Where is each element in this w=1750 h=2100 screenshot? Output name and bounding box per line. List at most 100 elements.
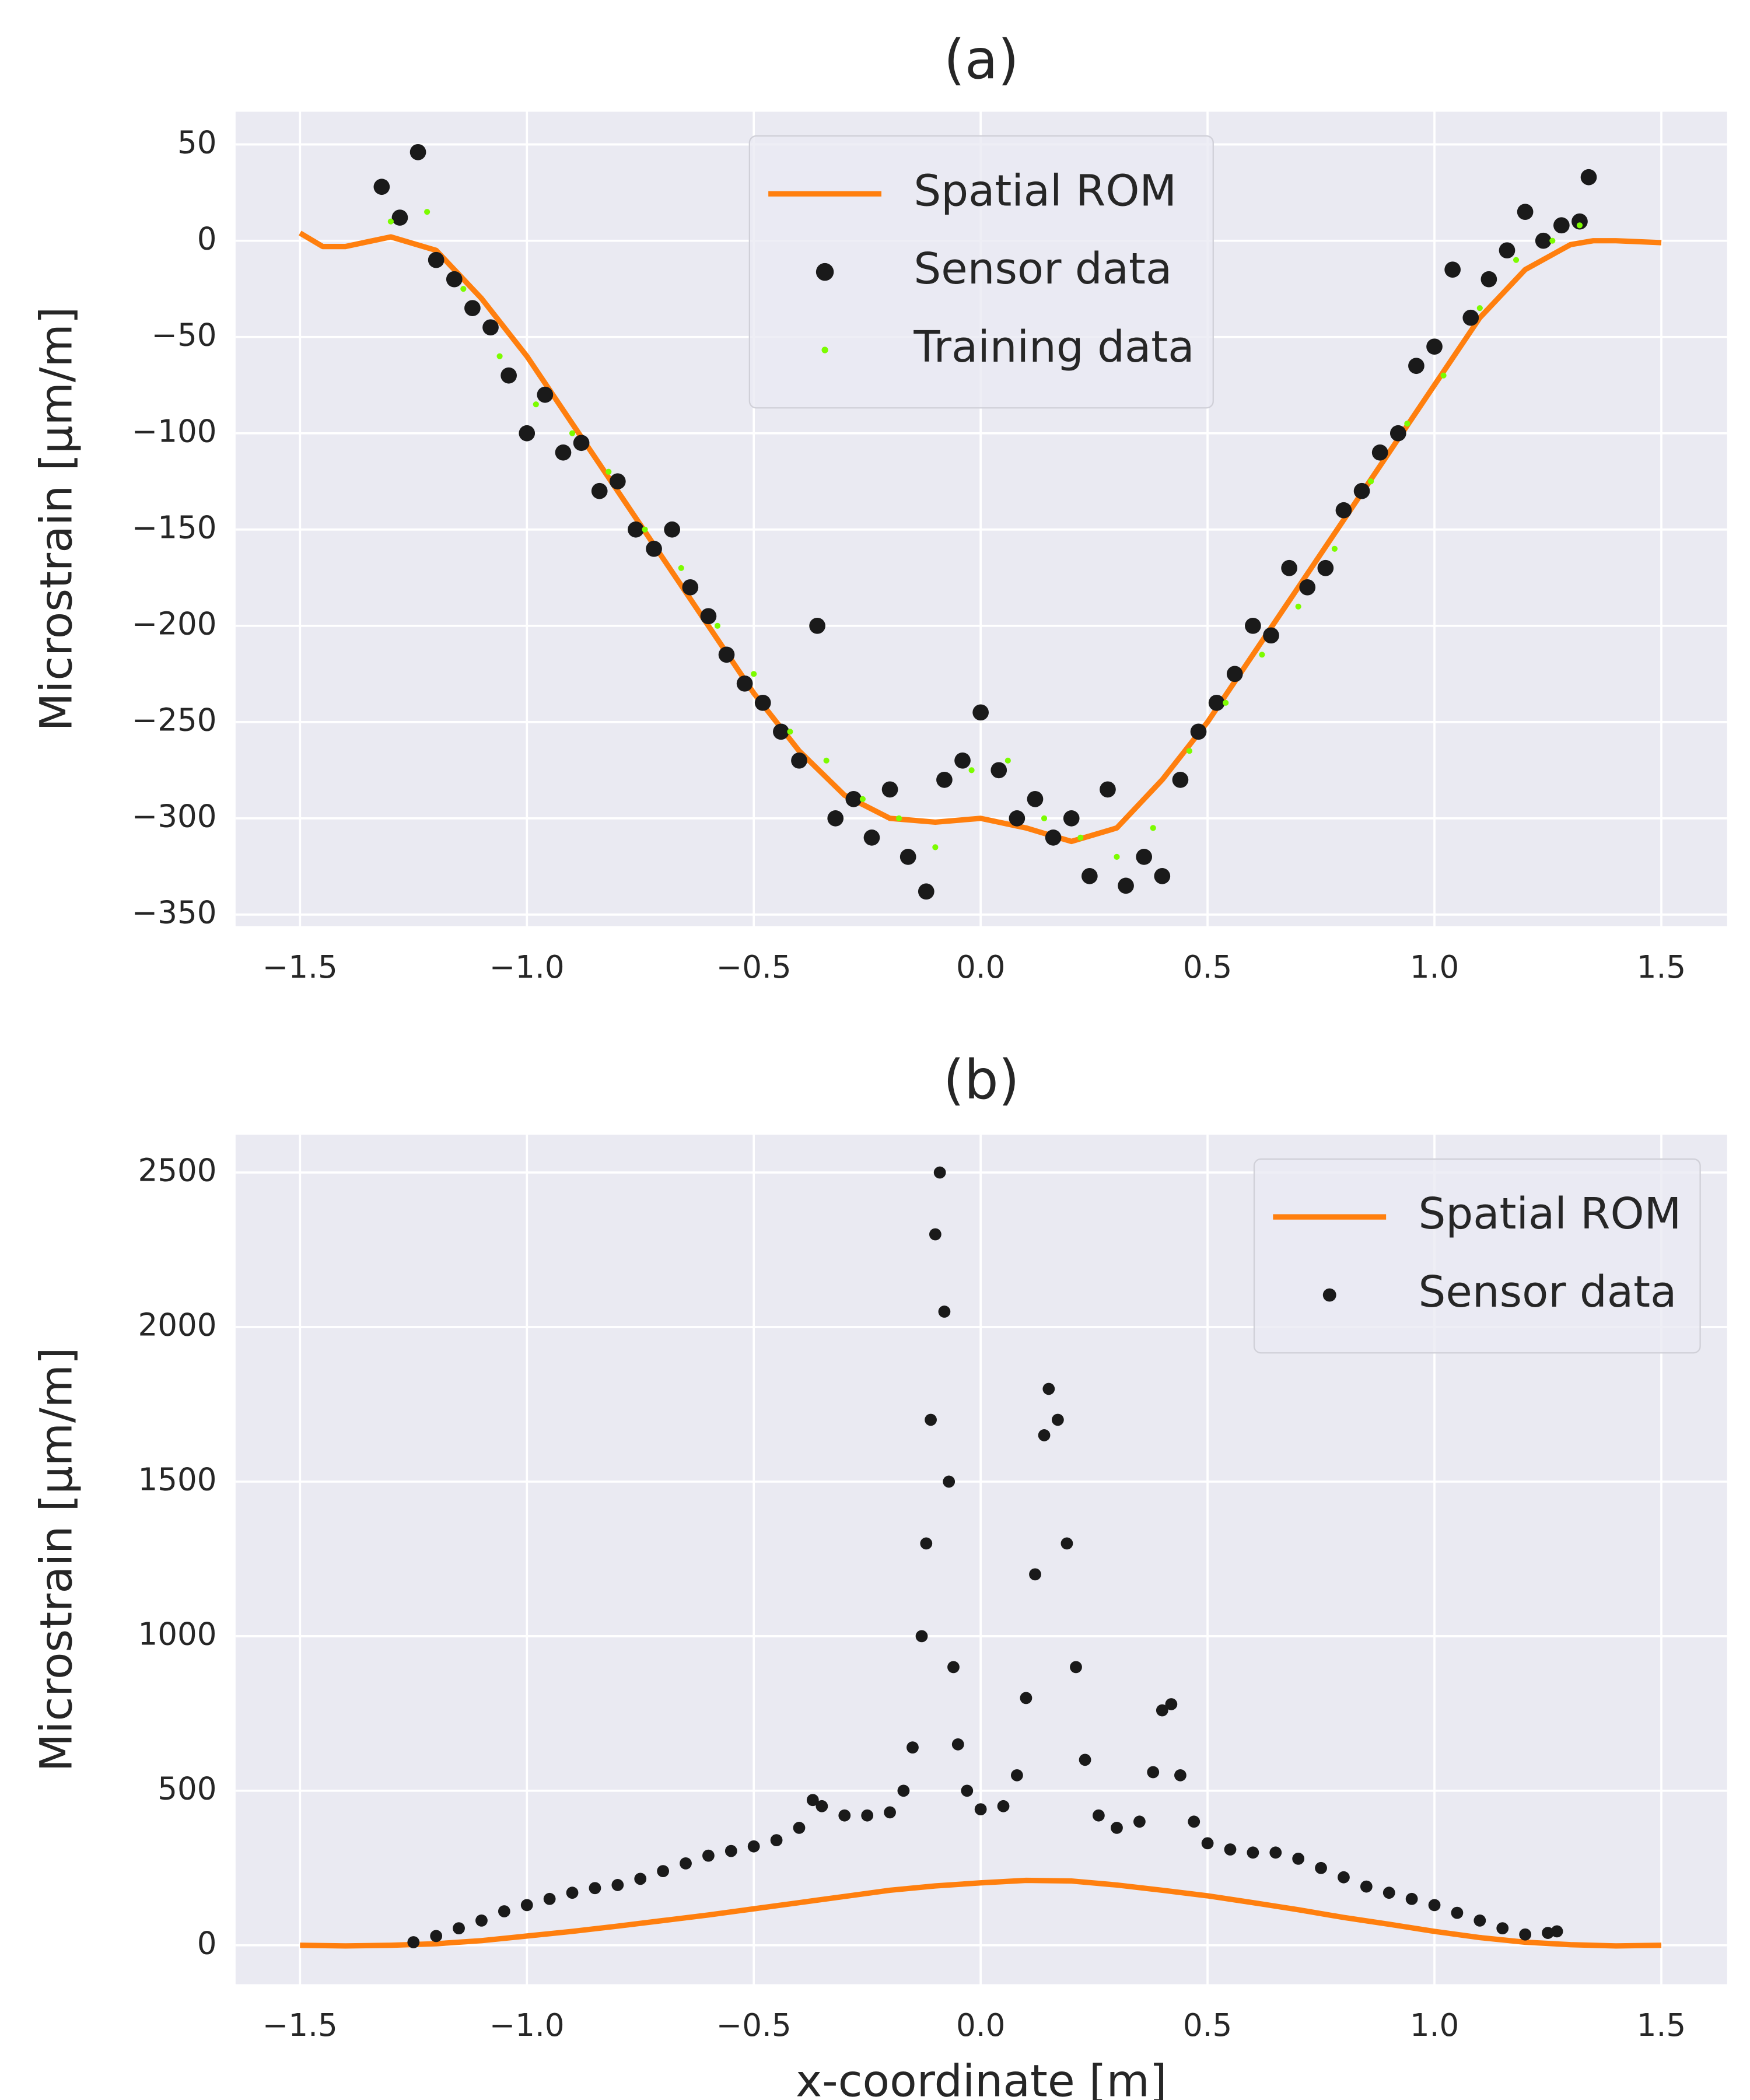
scatter-point (1259, 652, 1265, 658)
scatter-point (1299, 579, 1316, 596)
chart: −1.5 −1.0 −0.5 0.0 0.5 1.0 1.5 −350 −300 −250 −200… (30, 28, 1727, 985)
scatter-point (918, 883, 935, 900)
x-tick-label: 1.5 (1637, 2007, 1686, 2043)
y-tick-label: −50 (152, 317, 217, 353)
scatter-point (446, 271, 463, 288)
scatter-point (609, 473, 626, 490)
scatter-point (859, 796, 866, 802)
scatter-point (1060, 1537, 1073, 1550)
y-tick-label: −250 (132, 702, 217, 738)
scatter-point (1371, 444, 1388, 461)
scatter-point (410, 144, 426, 160)
scatter-point (1390, 425, 1406, 442)
scatter-point (1580, 169, 1597, 186)
scatter-point (1474, 1914, 1486, 1927)
scatter-point (925, 1413, 937, 1426)
scatter-point (1133, 1815, 1146, 1828)
chart-title: (a) (944, 28, 1019, 91)
scatter-point (1245, 617, 1261, 634)
scatter-point (1428, 1899, 1441, 1912)
scatter-point (1263, 627, 1279, 644)
legend-label: Sensor data (1419, 1267, 1677, 1317)
scatter-point (537, 386, 554, 403)
scatter-point (816, 1800, 828, 1812)
scatter-point (1281, 559, 1297, 576)
line (298, 230, 1662, 845)
scatter-point (1295, 603, 1301, 610)
scatter-point (428, 251, 444, 268)
scatter-point (961, 1784, 974, 1797)
legend-label: Spatial ROM (914, 166, 1177, 216)
x-tick-label: 1.0 (1410, 949, 1459, 985)
scatter-point (1174, 1769, 1186, 1782)
scatter-point (682, 579, 699, 596)
y-tick-label: 50 (177, 124, 217, 160)
scatter-point (606, 468, 612, 475)
scatter-point (751, 671, 757, 677)
legend-box (1253, 1158, 1701, 1354)
scatter-point (947, 1661, 960, 1674)
x-tick-label: 1.0 (1410, 2007, 1459, 2043)
scatter-point (1499, 242, 1516, 259)
scatter-point (519, 425, 536, 442)
scatter-point (1517, 204, 1534, 220)
scatter-point (1010, 1769, 1023, 1782)
scatter-point (747, 1840, 760, 1853)
scatter-point (1496, 1922, 1509, 1935)
scatter-point (573, 435, 590, 452)
y-tick-label: 2500 (138, 1153, 216, 1189)
scatter-point (555, 444, 572, 461)
scatter-point (954, 752, 971, 769)
chart-title: (b) (943, 1048, 1020, 1111)
scatter-point (520, 1899, 533, 1912)
scatter-point (823, 757, 830, 764)
scatter-point (1444, 261, 1461, 278)
scatter-point (1208, 694, 1225, 711)
scatter-point (714, 622, 721, 629)
scatter-point (589, 1882, 601, 1895)
scatter-point (678, 565, 684, 571)
legend-swatch (821, 346, 828, 354)
scatter-point (664, 521, 681, 538)
scatter-point (1029, 1568, 1041, 1581)
scatter-point (1576, 222, 1583, 229)
scatter-point (646, 540, 662, 557)
y-axis-label: Microstrain [µm/m] (30, 1348, 82, 1772)
scatter-point (915, 1630, 928, 1643)
legend-label: Spatial ROM (1419, 1189, 1682, 1239)
scatter-point (1079, 1754, 1091, 1766)
scatter-point (718, 646, 735, 663)
scatter-point (680, 1857, 692, 1870)
scatter-point (1027, 791, 1044, 807)
scatter-point (498, 1905, 510, 1917)
x-tick-label: 0.5 (1183, 2007, 1232, 2043)
scatter-point (1070, 1661, 1082, 1674)
x-tick-label: −0.5 (716, 2007, 792, 2043)
scatter-point (634, 1873, 647, 1885)
scatter-point (1553, 217, 1570, 234)
scatter-point (770, 1834, 783, 1846)
x-tick-label: 0.5 (1183, 949, 1232, 985)
y-tick-label: 500 (158, 1770, 216, 1807)
scatter-point (1317, 559, 1334, 576)
scatter-point (1156, 1704, 1168, 1717)
scatter-point (943, 1475, 956, 1488)
scatter-point (974, 1803, 987, 1816)
scatter-point (543, 1892, 556, 1905)
scatter-point (1100, 781, 1116, 798)
scatter-point (1223, 699, 1229, 706)
legend-swatch (816, 262, 834, 281)
scatter-point (1542, 1927, 1554, 1939)
scatter-point (951, 1738, 964, 1751)
x-tick-label: −1.0 (489, 949, 565, 985)
x-tick-label: −1.5 (262, 949, 338, 985)
scatter-point (1201, 1837, 1214, 1850)
scatter-point (1150, 825, 1156, 831)
y-tick-label: −100 (132, 413, 217, 449)
scatter-point (1476, 305, 1483, 312)
scatter-point (1550, 1925, 1563, 1938)
scatter-point (881, 781, 898, 798)
scatter-point (1382, 1887, 1395, 1899)
scatter-point (863, 830, 880, 846)
scatter-point (1114, 853, 1120, 860)
